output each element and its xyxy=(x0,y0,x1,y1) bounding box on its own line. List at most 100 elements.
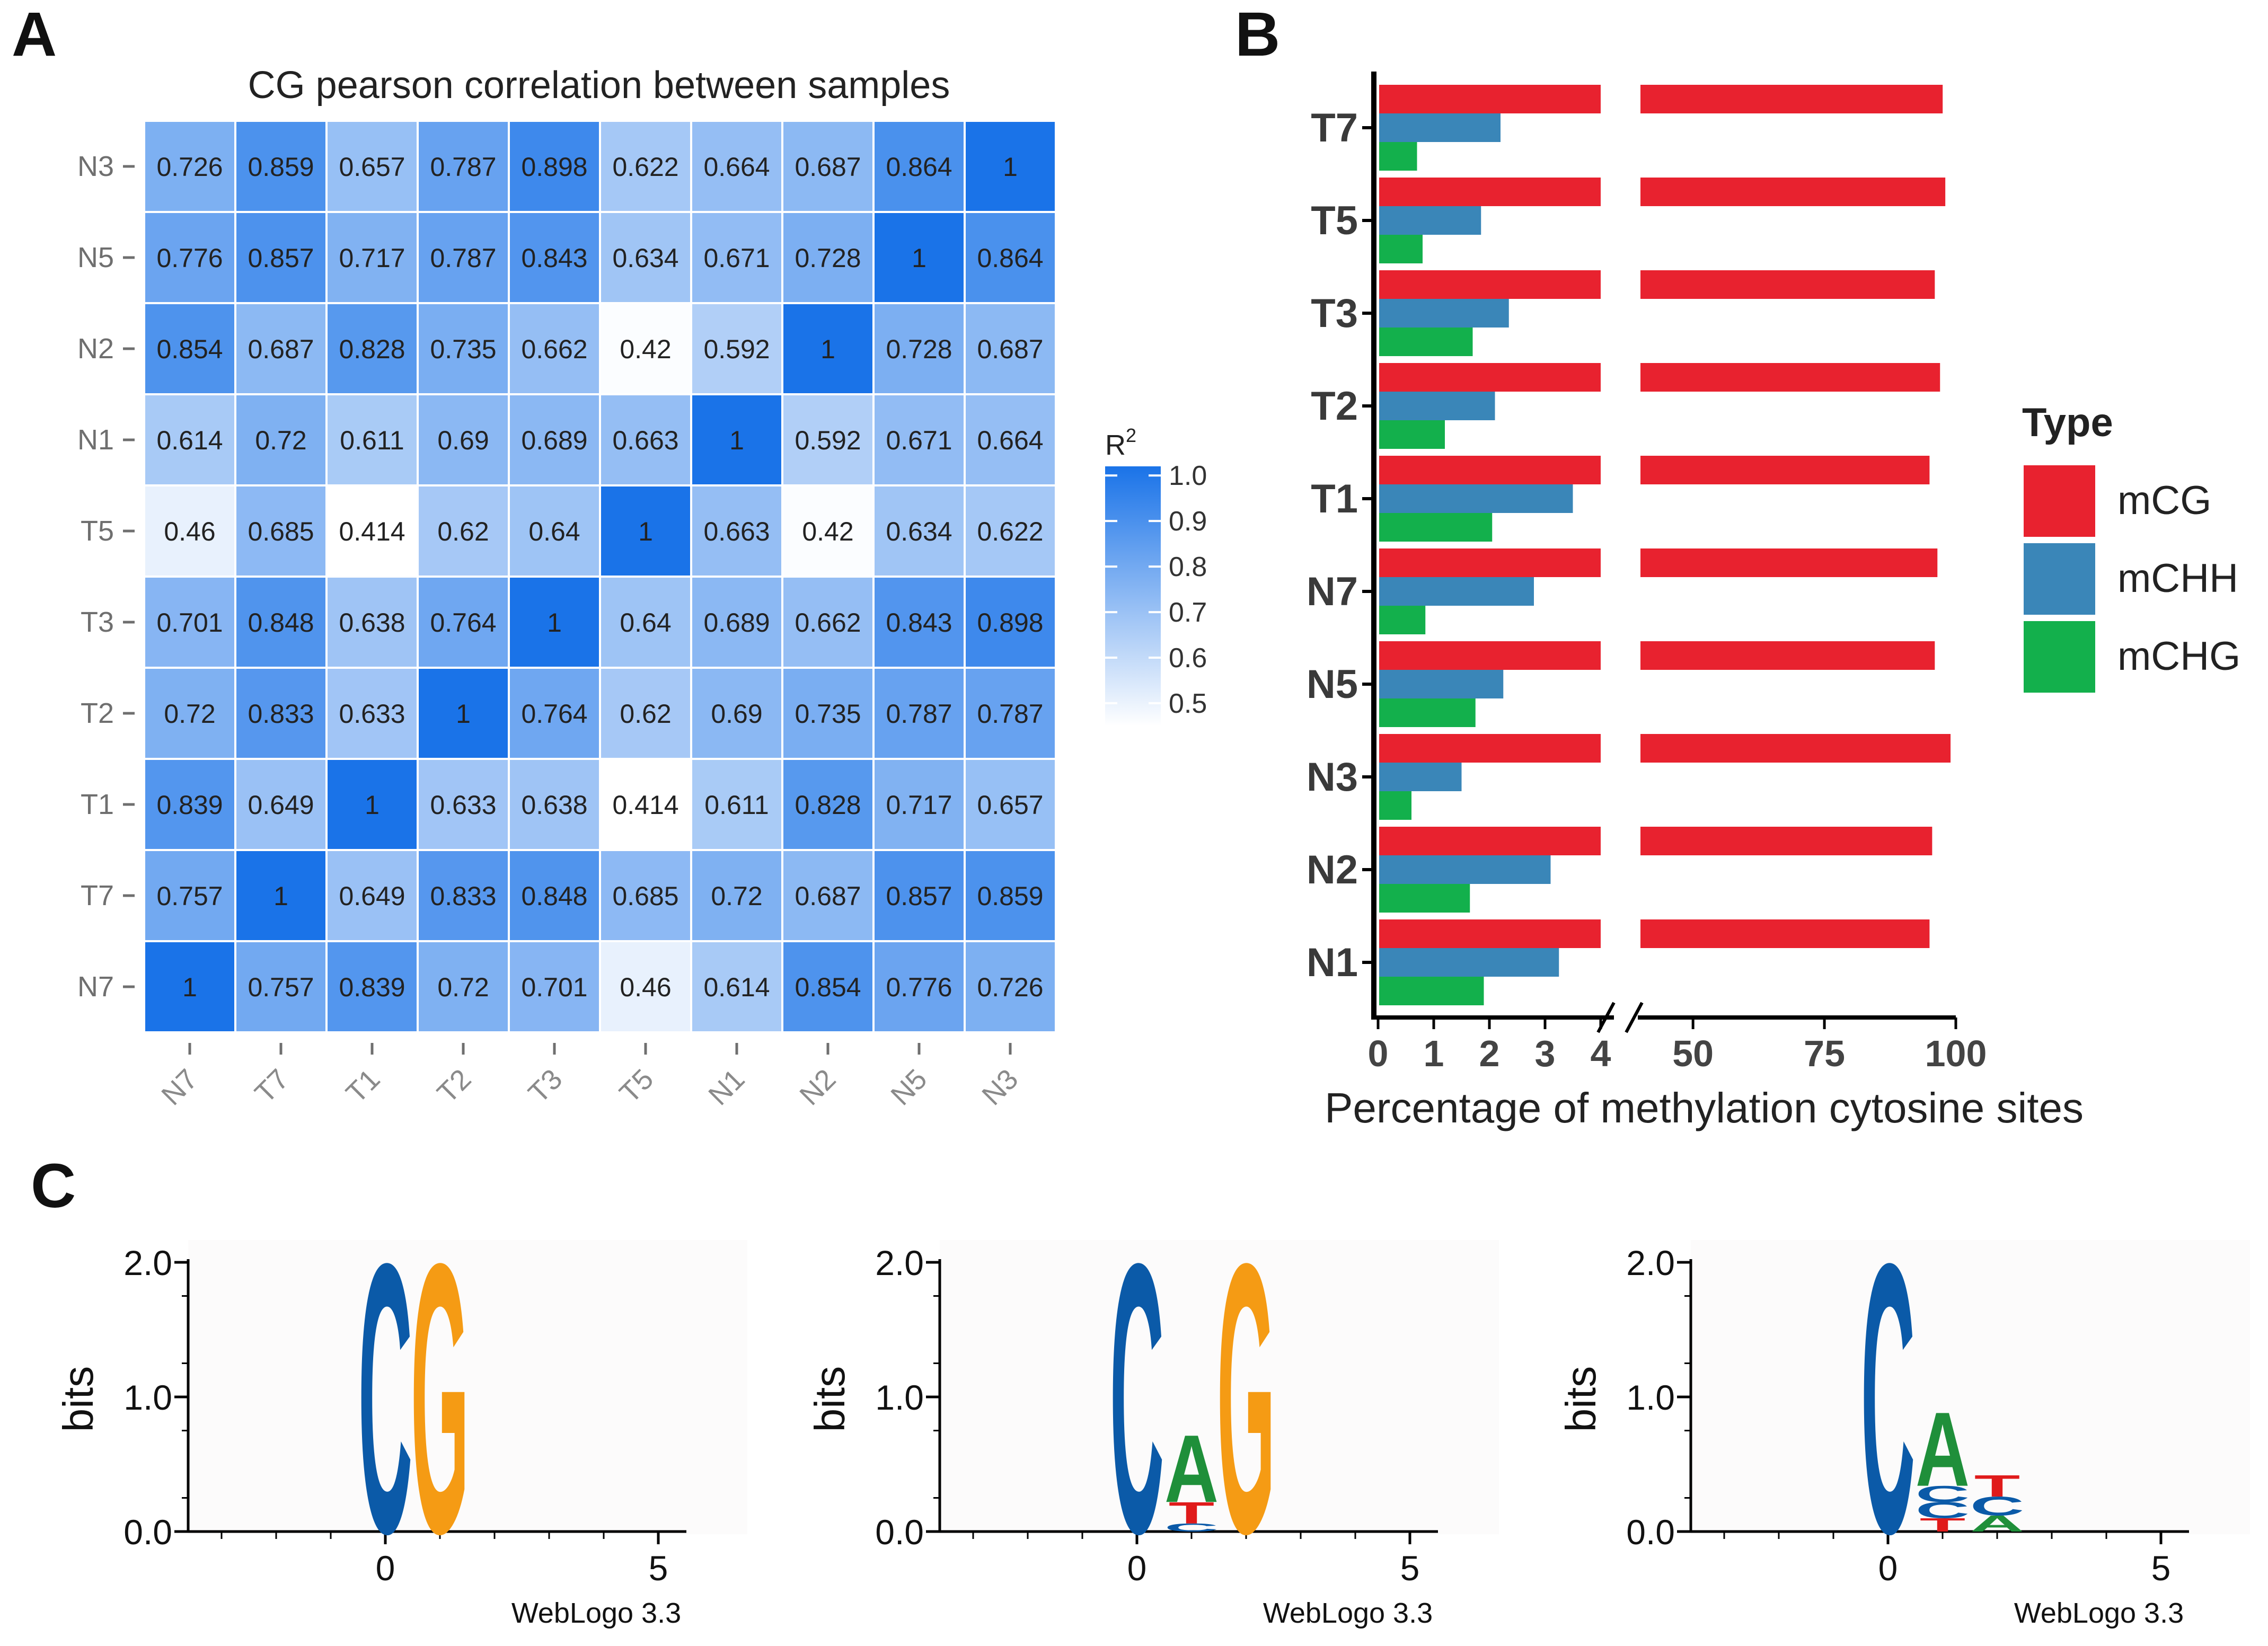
heatmap-cell xyxy=(599,576,692,669)
heatmap-cell xyxy=(872,576,966,669)
heatmap-cell xyxy=(417,940,510,1033)
bar-mCHH xyxy=(1379,206,1481,235)
heatmap-cell-value: 0.685 xyxy=(612,881,678,911)
heatmap-cell-value: 0.46 xyxy=(164,517,215,546)
heatmap-cell-value: 1 xyxy=(273,881,288,911)
heatmap-cell xyxy=(690,211,783,304)
bar-mCHH xyxy=(1379,113,1501,142)
logo-letter-C: C xyxy=(1916,1498,1970,1524)
legend-superscript: 2 xyxy=(1126,424,1136,446)
heatmap-cell xyxy=(964,211,1057,304)
heatmap-cell xyxy=(325,849,419,942)
heatmap-col-label: N3 xyxy=(976,1063,1024,1111)
heatmap-cell xyxy=(325,940,419,1033)
legend-tick-label: 0.7 xyxy=(1169,597,1207,628)
bar-axes: T7 T5 T3 T2 T1 N7 N5 N3 N2 N1 0 1 2 3 4 50 75 100 xyxy=(1307,72,1987,1074)
heatmap-cell-value: 1 xyxy=(456,699,471,729)
legend-tick-label: 0.8 xyxy=(1169,552,1207,582)
heatmap-cell-value: 0.592 xyxy=(703,334,770,364)
bar-mCG xyxy=(1379,178,1601,206)
legend-tick-label: 0.9 xyxy=(1169,506,1207,537)
logo-credit: WebLogo 3.3 xyxy=(511,1597,681,1629)
heatmap-cell-value: 0.662 xyxy=(795,608,861,638)
logo-y-tick-label: 2.0 xyxy=(123,1243,172,1282)
heatmap-cell-value: 0.848 xyxy=(521,881,587,911)
heatmap-cell-value: 0.649 xyxy=(339,881,405,911)
logo-letter-T: T xyxy=(1920,1514,1965,1536)
heatmap-cell-value: 0.685 xyxy=(248,517,314,546)
bar-mCHG xyxy=(1379,606,1426,634)
heatmap-cell xyxy=(325,484,419,578)
heatmap-cell xyxy=(325,576,419,669)
heatmap-cell-value: 0.787 xyxy=(886,699,952,729)
heatmap-col-label: N1 xyxy=(702,1063,751,1111)
logo-x-tick-label: 0 xyxy=(376,1548,395,1588)
heatmap-cell-value: 0.726 xyxy=(977,972,1043,1002)
heatmap-cell xyxy=(599,393,692,486)
bar-category-label: T7 xyxy=(1311,105,1358,151)
bar-mCHH xyxy=(1379,392,1495,420)
logo-letter-C: C xyxy=(1970,1491,2024,1521)
legend-ticks: 1.0 0.9 0.8 0.7 0.6 0.5 xyxy=(1105,461,1207,719)
heatmap-cell-value: 0.634 xyxy=(612,243,678,273)
bar-category-label: N2 xyxy=(1307,847,1358,892)
legend-tick-label: 1.0 xyxy=(1169,461,1207,491)
heatmap-cell-value: 0.854 xyxy=(156,334,223,364)
heatmap-cell-value: 0.689 xyxy=(703,608,770,638)
heatmap-cell-value: 0.864 xyxy=(977,243,1043,273)
heatmap-cell xyxy=(234,849,328,942)
heatmap-row-label: N5 xyxy=(77,242,114,273)
logo-letter-A: A xyxy=(1164,1415,1219,1523)
legend-tick-label: 0.6 xyxy=(1169,643,1207,674)
heatmap-cell xyxy=(690,302,783,395)
heatmap-cell xyxy=(599,940,692,1033)
heatmap-cell xyxy=(325,302,419,395)
bar-mCG xyxy=(1379,734,1601,763)
logo-y-tick-label: 0.0 xyxy=(123,1512,172,1552)
heatmap-cell xyxy=(690,849,783,942)
heatmap-cell-value: 0.69 xyxy=(711,699,762,729)
bar-mCHH xyxy=(1379,577,1534,606)
heatmap-cell-value: 0.649 xyxy=(248,790,314,820)
bar-x-tick-label: 0 xyxy=(1368,1033,1389,1074)
bar-marks xyxy=(1379,85,1951,1005)
sequence-logo: 0.0 1.0 2.0 bits 0 5 WebLogo 3.3 CG xyxy=(55,1183,747,1629)
bar-category-label: N1 xyxy=(1307,940,1358,985)
bar-category-label: T1 xyxy=(1311,476,1358,521)
bar-mCG-upper xyxy=(1640,85,1943,113)
bar-mCHH xyxy=(1379,670,1504,698)
logo-background xyxy=(188,1240,747,1534)
bar-mCG xyxy=(1379,919,1601,948)
heatmap-cell xyxy=(781,484,875,578)
heatmap-col-label: T2 xyxy=(431,1063,477,1109)
heatmap-cell-value: 0.839 xyxy=(339,972,405,1002)
heatmap-cell xyxy=(872,940,966,1033)
legend-title: R2 xyxy=(1105,424,1136,461)
bar-mCG xyxy=(1379,270,1601,299)
heatmap-cell-value: 0.728 xyxy=(886,334,952,364)
bar-mCHH xyxy=(1379,763,1462,791)
heatmap-cell-value: 0.787 xyxy=(430,243,496,273)
logo-x-tick-label: 5 xyxy=(1400,1548,1420,1588)
heatmap-cell xyxy=(781,849,875,942)
type-legend-swatch-mCG xyxy=(2024,465,2095,537)
heatmap-row-label: N2 xyxy=(77,333,114,365)
heatmap-cell-value: 0.728 xyxy=(795,243,861,273)
bar-category-label: T2 xyxy=(1311,384,1358,429)
heatmap-cell xyxy=(599,211,692,304)
logo-x-tick-label: 5 xyxy=(2151,1548,2171,1588)
legend-tick-label: 0.5 xyxy=(1169,688,1207,719)
bar-category-label: T5 xyxy=(1311,198,1358,243)
heatmap-cell-value: 0.898 xyxy=(977,608,1043,638)
type-legend-swatch-mCHG xyxy=(2024,621,2095,693)
type-legend-label: mCHH xyxy=(2117,556,2238,601)
heatmap-cell xyxy=(143,120,236,213)
bar-mCHH xyxy=(1379,948,1559,977)
heatmap-cell-value: 0.62 xyxy=(620,699,671,729)
heatmap-cell-value: 0.414 xyxy=(339,517,405,546)
type-legend: Type mCG mCHH mCHG xyxy=(2022,400,2240,693)
heatmap-cell-value: 0.687 xyxy=(795,152,861,182)
heatmap-cell-value: 0.592 xyxy=(795,426,861,455)
heatmap-cell-value: 1 xyxy=(182,972,197,1002)
